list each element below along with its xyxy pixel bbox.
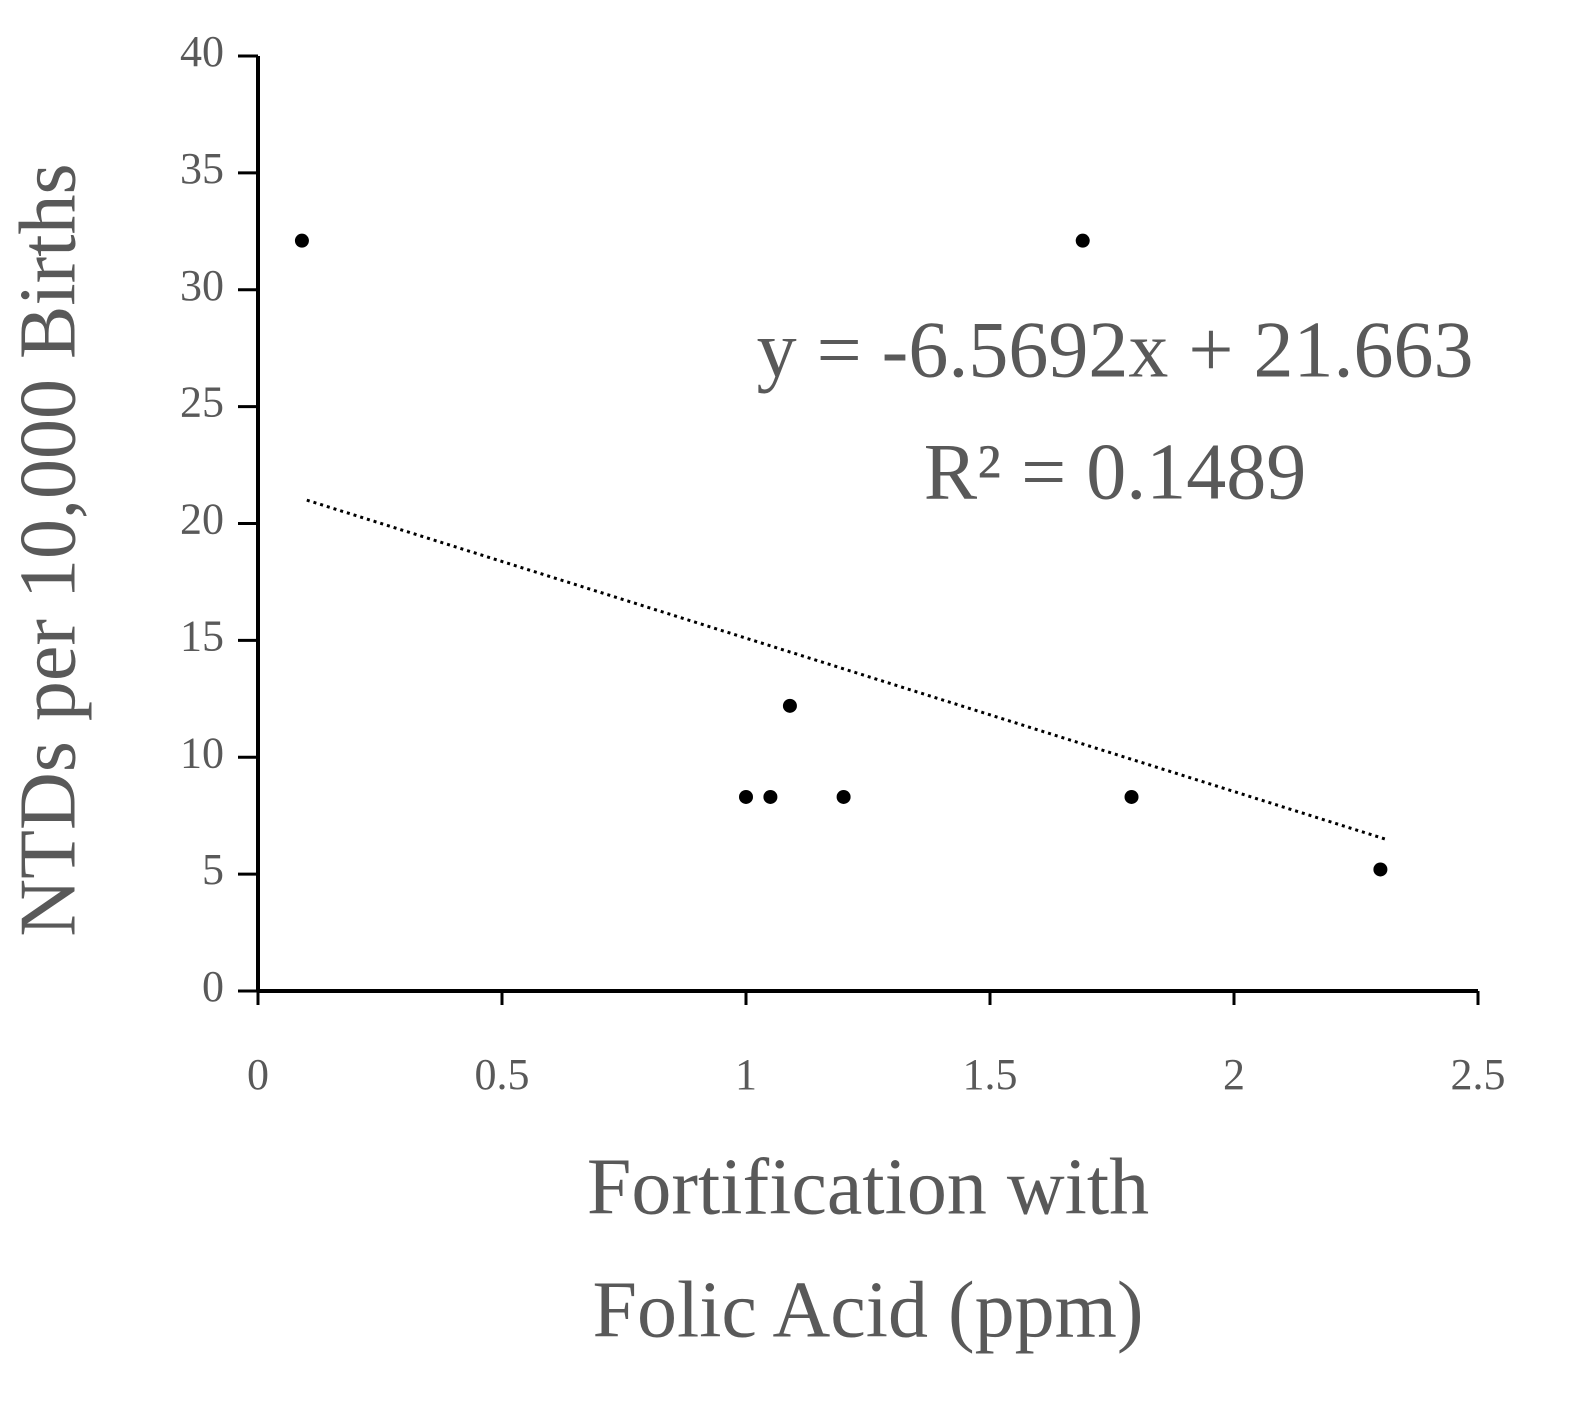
y-tick-label: 20: [180, 495, 224, 544]
point: [1075, 233, 1090, 248]
x-tick-label: 2.5: [1451, 1050, 1506, 1099]
trendline: [306, 498, 1386, 841]
x-tick-label: 0: [247, 1050, 269, 1099]
point: [294, 233, 309, 248]
y-tick-label: 35: [180, 144, 224, 193]
x-axis-title: Folic Acid (ppm): [592, 1266, 1143, 1354]
y-axis-title: NTDs per 10,000 Births: [4, 163, 92, 936]
point: [739, 789, 753, 804]
x-tick-label: 1: [735, 1050, 757, 1099]
y-tick-label: 0: [202, 962, 224, 1011]
y-tick-label: 30: [180, 261, 224, 310]
x-tick-label: 2: [1223, 1050, 1245, 1099]
y-tick-label: 25: [180, 378, 224, 427]
trend-equation: y = -6.5692x + 21.663: [757, 306, 1474, 394]
y-tick-label: 15: [180, 611, 224, 660]
point: [836, 789, 851, 804]
point: [1124, 789, 1139, 804]
x-tick-label: 0.5: [475, 1050, 530, 1099]
y-tick-label: 10: [180, 728, 224, 777]
point: [763, 789, 778, 804]
x-tick-label: 1.5: [963, 1050, 1018, 1099]
y-tick-label: 40: [180, 27, 224, 76]
point: [782, 698, 797, 713]
r-squared: R² = 0.1489: [924, 428, 1306, 516]
x-axis-title: Fortification with: [587, 1143, 1149, 1231]
y-tick-label: 5: [202, 845, 224, 894]
point: [1373, 862, 1388, 877]
